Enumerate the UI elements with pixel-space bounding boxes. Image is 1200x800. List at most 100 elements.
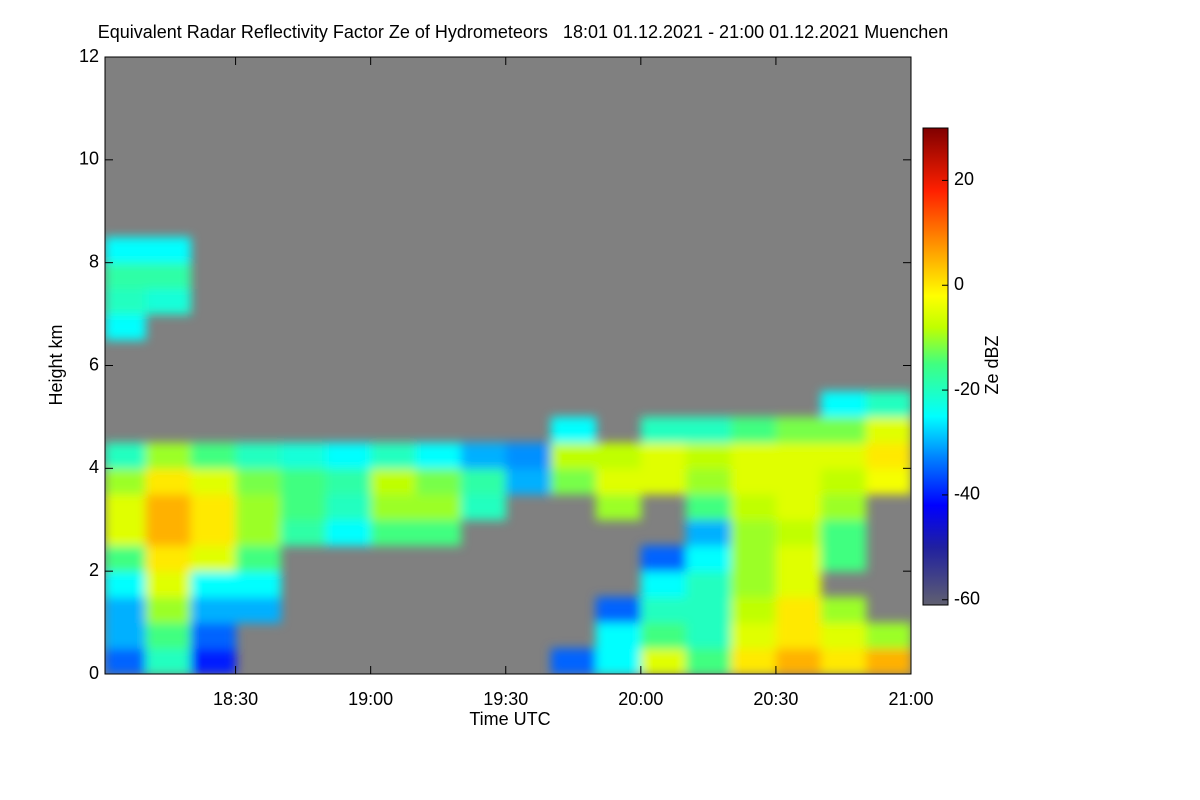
echo-cell: [640, 648, 687, 674]
x-tick-label: 19:00: [348, 689, 393, 709]
echo-cell: [640, 571, 687, 598]
y-tick-label: 12: [79, 46, 99, 66]
echo-cell: [685, 648, 732, 674]
echo-cell: [775, 545, 822, 572]
colorbar-frame: [922, 127, 949, 606]
colorbar-tick-label: -60: [954, 589, 980, 609]
echo-cell: [370, 442, 417, 469]
echo-cell: [415, 468, 462, 495]
echo-cell: [640, 545, 687, 572]
echo-cell: [190, 648, 237, 674]
echo-cell: [280, 468, 327, 495]
colorbar-tick-label: 0: [954, 274, 964, 294]
echo-cell: [505, 468, 552, 495]
echo-cell: [145, 571, 192, 598]
echo-cell: [145, 545, 192, 572]
echo-cell: [550, 442, 597, 469]
echo-cell: [235, 442, 282, 469]
echo-cell: [105, 468, 147, 495]
echo-cell: [640, 596, 687, 624]
echo-cell: [820, 416, 867, 444]
echo-cell: [370, 494, 417, 521]
echo-cell: [775, 648, 822, 674]
echo-cell: [595, 442, 642, 469]
x-axis-label: Time UTC: [469, 709, 550, 729]
echo-cell: [235, 494, 282, 521]
echo-cell: [595, 622, 642, 649]
echo-cell: [820, 519, 867, 546]
echo-cell: [105, 648, 147, 674]
echo-cell: [415, 519, 462, 546]
echo-cell: [190, 494, 237, 521]
echo-cells: [105, 236, 911, 674]
echo-cell: [820, 494, 867, 521]
echo-cell: [105, 262, 147, 289]
echo-cell: [325, 519, 372, 546]
echo-cell: [775, 622, 822, 649]
echo-cell: [550, 648, 597, 674]
colorbar: -60 -40 -20 0 20: [923, 128, 980, 609]
colorbar-fill: [923, 128, 948, 605]
echo-cell: [730, 442, 777, 469]
echo-cell: [105, 519, 147, 546]
echo-cell: [190, 519, 237, 546]
echo-cell: [775, 596, 822, 624]
echo-cell: [865, 622, 911, 649]
echo-cell: [190, 571, 237, 598]
echo-cell: [105, 545, 147, 572]
echo-cell: [145, 442, 192, 469]
echo-cell: [145, 288, 192, 315]
echo-cell: [820, 648, 867, 674]
echo-cell: [325, 468, 372, 495]
echo-cell: [820, 596, 867, 624]
echo-cell: [775, 519, 822, 546]
echo-cell: [730, 468, 777, 495]
y-tick-label: 2: [89, 560, 99, 580]
echo-cell: [105, 622, 147, 649]
echo-cell: [460, 494, 507, 521]
echo-cell: [685, 596, 732, 624]
echo-cell: [730, 571, 777, 598]
echo-cell: [685, 468, 732, 495]
echo-cell: [640, 442, 687, 469]
echo-cell: [595, 596, 642, 624]
echo-cell: [145, 622, 192, 649]
y-tick-label: 6: [89, 354, 99, 374]
echo-cell: [730, 494, 777, 521]
echo-cell: [105, 288, 147, 315]
echo-cell: [105, 236, 147, 264]
echo-cell: [190, 622, 237, 649]
echo-cell: [370, 519, 417, 546]
echo-cell: [505, 442, 552, 469]
echo-cell: [105, 596, 147, 624]
colorbar-tick-label: -40: [954, 484, 980, 504]
echo-cell: [865, 648, 911, 674]
echo-cell: [235, 596, 282, 624]
echo-cell: [820, 468, 867, 495]
echo-cell: [730, 596, 777, 624]
echo-cell: [550, 468, 597, 495]
echo-cell: [775, 494, 822, 521]
echo-cell: [235, 519, 282, 546]
echo-cell: [730, 416, 777, 444]
echo-cell: [640, 622, 687, 649]
echo-cell: [730, 545, 777, 572]
echo-cell: [190, 545, 237, 572]
echo-cell: [280, 442, 327, 469]
echo-cell: [460, 442, 507, 469]
colorbar-label: Ze dBZ: [982, 335, 1002, 394]
echo-cell: [685, 442, 732, 469]
echo-cell: [685, 571, 732, 598]
echo-cell: [105, 314, 147, 341]
echo-cell: [865, 468, 911, 495]
echo-cell: [595, 468, 642, 495]
echo-cell: [235, 468, 282, 495]
echo-cell: [105, 571, 147, 598]
echo-cell: [145, 519, 192, 546]
colorbar-tick-label: 20: [954, 169, 974, 189]
echo-cell: [415, 442, 462, 469]
echo-cell: [865, 391, 911, 418]
echo-cell: [865, 442, 911, 469]
echo-cell: [640, 416, 687, 444]
echo-cell: [730, 519, 777, 546]
